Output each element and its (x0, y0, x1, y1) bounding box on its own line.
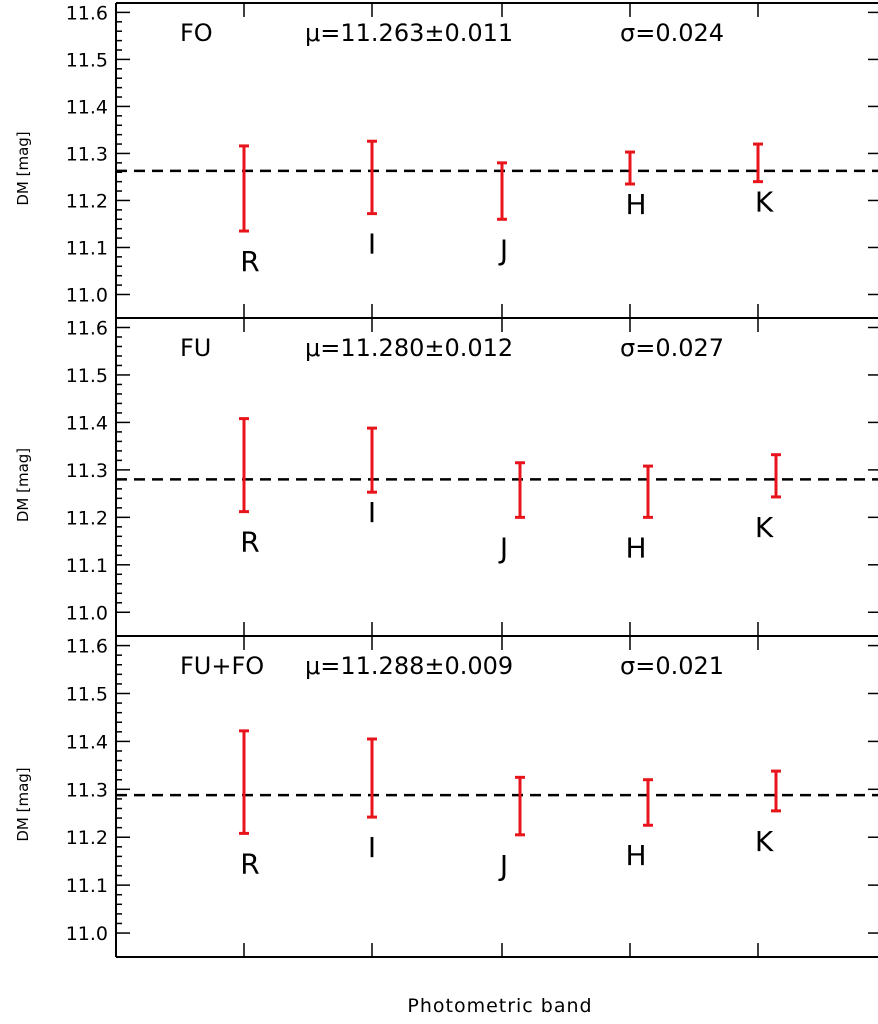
annotation-name: FU+FO (180, 652, 264, 680)
annotation-sigma: σ=0.021 (620, 652, 724, 680)
band-label-H: H (625, 531, 646, 564)
y-tick-label: 11.1 (66, 555, 108, 577)
band-label-I: I (368, 496, 376, 529)
y-tick-label: 11.3 (66, 779, 108, 801)
annotation-sigma: σ=0.024 (620, 19, 724, 47)
annotation-name: FO (180, 19, 213, 47)
panel-3: 11.0 11.1 11.2 11.3 11.4 11.5 11.6 DM [mag] R I J H… (14, 635, 878, 958)
band-label-H: H (625, 839, 646, 872)
band-label-I: I (368, 831, 376, 864)
band-label-J: J (498, 849, 508, 882)
annotation-name: FU (180, 334, 211, 362)
y-tick-label: 11.3 (66, 460, 108, 482)
y-tick-label: 11.0 (66, 602, 108, 624)
y-tick-label: 11.2 (66, 827, 108, 849)
y-tick-label: 11.4 (66, 731, 108, 753)
panel-1: 11.0 11.1 11.2 11.3 11.4 11.5 11.6 DM [mag] R I J H… (14, 2, 878, 319)
y-tick-label: 11.4 (66, 412, 108, 434)
y-tick-label: 11.5 (66, 365, 108, 387)
y-tick-label: 11.0 (66, 923, 108, 945)
band-label-H: H (625, 188, 646, 221)
y-tick-label: 11.4 (66, 96, 108, 118)
y-tick-label: 11.1 (66, 875, 108, 897)
annotation-mu: μ=11.263±0.011 (305, 19, 513, 47)
y-tick-label: 11.5 (66, 49, 108, 71)
panel-2: 11.0 11.1 11.2 11.3 11.4 11.5 11.6 DM [mag] R I J H… (14, 317, 878, 637)
band-label-I: I (368, 228, 376, 261)
y-tick-label: 11.6 (66, 317, 108, 339)
y-tick-label: 11.0 (66, 284, 108, 306)
y-tick-label: 11.5 (66, 683, 108, 705)
band-label-R: R (240, 847, 259, 880)
band-label-J: J (498, 233, 508, 266)
band-label-K: K (755, 825, 774, 858)
y-tick-label: 11.2 (66, 507, 108, 529)
band-label-R: R (240, 245, 259, 278)
y-axis-label: DM [mag] (14, 767, 32, 841)
y-tick-label: 11.1 (66, 237, 108, 259)
x-axis-label: Photometric band (407, 995, 592, 1017)
annotation-sigma: σ=0.027 (620, 334, 724, 362)
y-axis-label: DM [mag] (14, 131, 32, 205)
y-tick-label: 11.6 (66, 2, 108, 24)
annotation-mu: μ=11.280±0.012 (305, 334, 513, 362)
panels: 11.0 11.1 11.2 11.3 11.4 11.5 11.6 DM [mag] R I J H… (14, 2, 878, 958)
band-label-J: J (498, 531, 508, 564)
y-tick-label: 11.6 (66, 636, 108, 658)
y-axis-label: DM [mag] (14, 448, 32, 522)
y-tick-label: 11.3 (66, 143, 108, 165)
band-label-R: R (240, 526, 259, 559)
y-tick-label: 11.2 (66, 190, 108, 212)
annotation-mu: μ=11.288±0.009 (305, 652, 513, 680)
band-label-K: K (755, 186, 774, 219)
band-label-K: K (755, 511, 774, 544)
